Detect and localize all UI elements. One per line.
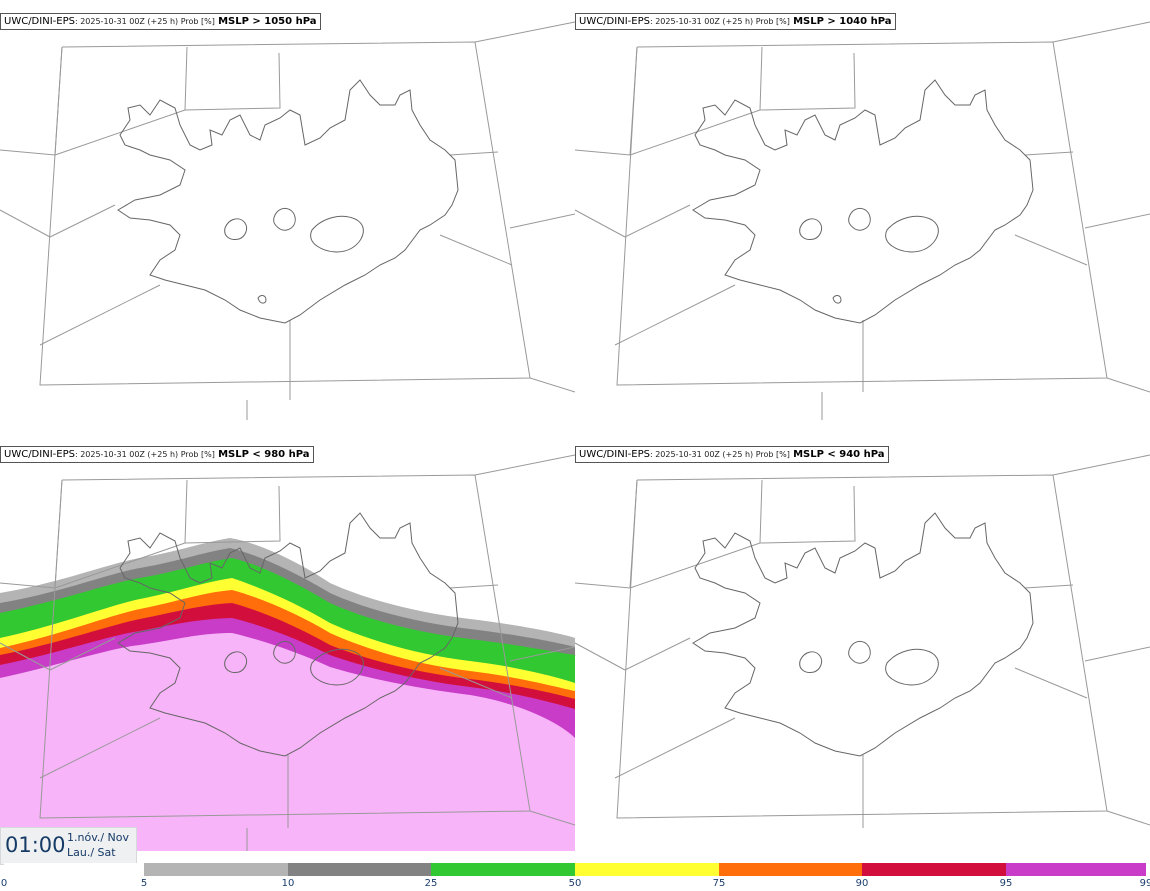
colorbar-segment — [144, 863, 288, 876]
map-panel-mslp-lt-940: UWC/DINI-EPS: 2025-10-31 00Z (+25 h) Pro… — [575, 433, 1150, 851]
model-name: UWC/DINI-EPS — [4, 449, 75, 460]
colorbar-label: 10 — [281, 878, 295, 889]
colorbar-label: 90 — [855, 878, 869, 889]
field-label: MSLP > 1040 hPa — [793, 16, 892, 27]
colorbar-segment — [431, 863, 575, 876]
valid-date-line2: Lau./ Sat — [67, 846, 116, 859]
colorbar-label: 50 — [568, 878, 582, 889]
colorbar-label: 75 — [712, 878, 726, 889]
map-panel-mslp-lt-980: UWC/DINI-EPS: 2025-10-31 00Z (+25 h) Pro… — [0, 433, 575, 851]
colorbar-segment — [4, 863, 144, 876]
colorbar-label: 25 — [424, 878, 438, 889]
map-canvas — [0, 21, 575, 420]
run-info: : 2025-10-31 00Z (+25 h) Prob [%] — [74, 450, 215, 459]
colorbar-label: 0 — [0, 878, 8, 889]
colorbar-segment — [1006, 863, 1146, 876]
valid-time: 01:00 — [5, 833, 66, 857]
colorbar-segment — [575, 863, 719, 876]
colorbar-label: 95 — [999, 878, 1013, 889]
map-canvas — [575, 21, 1150, 420]
region-borders — [0, 454, 575, 851]
model-name: UWC/DINI-EPS — [579, 16, 650, 27]
panel-title: UWC/DINI-EPS: 2025-10-31 00Z (+25 h) Pro… — [575, 13, 896, 30]
region-borders — [575, 21, 1150, 420]
colorbar-segment — [288, 863, 431, 876]
run-info: : 2025-10-31 00Z (+25 h) Prob [%] — [74, 17, 215, 26]
iceland-coastline — [117, 79, 459, 324]
panel-title: UWC/DINI-EPS: 2025-10-31 00Z (+25 h) Pro… — [0, 13, 321, 30]
model-name: UWC/DINI-EPS — [4, 16, 75, 27]
colorbar-label: 99 — [1139, 878, 1150, 889]
panel-title: UWC/DINI-EPS: 2025-10-31 00Z (+25 h) Pro… — [575, 446, 889, 463]
map-panel-mslp-gt-1050: UWC/DINI-EPS: 2025-10-31 00Z (+25 h) Pro… — [0, 0, 575, 433]
colorbar-segment — [862, 863, 1006, 876]
valid-time-box: 01:00 1.nóv./ Nov Lau./ Sat — [0, 827, 137, 865]
iceland-coastline — [117, 512, 459, 757]
valid-date-line1: 1.nóv./ Nov — [67, 831, 130, 844]
map-canvas — [0, 454, 575, 851]
probability-shading — [0, 538, 575, 851]
panel-title: UWC/DINI-EPS: 2025-10-31 00Z (+25 h) Pro… — [0, 446, 314, 463]
region-borders — [575, 454, 1150, 828]
field-label: MSLP < 980 hPa — [218, 449, 310, 460]
iceland-coastline — [692, 79, 1034, 324]
region-borders — [0, 21, 575, 420]
iceland-coastline — [692, 512, 1034, 757]
run-info: : 2025-10-31 00Z (+25 h) Prob [%] — [649, 17, 790, 26]
probability-colorbar: 0 5 10 25 50 75 90 95 99 — [0, 863, 1150, 891]
colorbar-segment — [719, 863, 862, 876]
map-panel-mslp-gt-1040: UWC/DINI-EPS: 2025-10-31 00Z (+25 h) Pro… — [575, 0, 1150, 433]
colorbar-label: 5 — [140, 878, 148, 889]
field-label: MSLP > 1050 hPa — [218, 16, 317, 27]
run-info: : 2025-10-31 00Z (+25 h) Prob [%] — [649, 450, 790, 459]
map-canvas — [575, 454, 1150, 828]
field-label: MSLP < 940 hPa — [793, 449, 885, 460]
model-name: UWC/DINI-EPS — [579, 449, 650, 460]
